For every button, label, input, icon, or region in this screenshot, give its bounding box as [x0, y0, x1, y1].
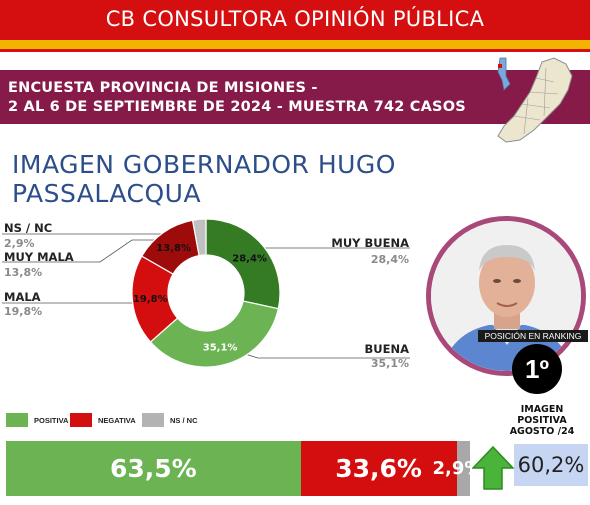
bar-value-label-ns-nc: 2,9% [432, 458, 483, 479]
survey-line-1: ENCUESTA PROVINCIA DE MISIONES - [8, 80, 318, 96]
august-label-line-1: IMAGEN [520, 404, 564, 415]
donut-slice-muy-buena [205, 218, 281, 310]
bar-segment-ns-nc: 2,9% [433, 441, 482, 496]
pct-muy-buena: 28,4% [370, 253, 409, 266]
donut-slice-ns-nc [191, 218, 207, 257]
pct-ns-nc: 2,9% [4, 237, 35, 250]
bar-value-label-negativa: 33,6% [335, 454, 422, 483]
august-label-line-3: AGOSTO /24 [509, 426, 575, 437]
ranking-position-badge: 1º [512, 344, 562, 394]
legend-item-ns-nc: NS / NC [142, 413, 198, 427]
image-donut-chart: 28,4% 35,1% 19,8% 13,8% [131, 218, 281, 368]
ranking-label: POSICIÓN EN RANKING [478, 330, 588, 342]
governor-portrait-icon [431, 221, 581, 371]
survey-line-2: 2 AL 6 DE SEPTIEMBRE DE 2024 - MUESTRA 7… [8, 99, 466, 115]
pct-mala: 19,8% [4, 305, 43, 318]
legend-swatch-ns-nc [142, 413, 164, 427]
misiones-map-icon [497, 57, 573, 143]
governor-photo [426, 216, 586, 376]
label-buena: BUENA [364, 342, 409, 356]
donut-slices [131, 218, 281, 368]
legend-swatch-negativa [70, 413, 92, 427]
bar-segment-positiva: 63,5% [6, 441, 301, 496]
consultora-title: CB CONSULTORA OPINIÓN PÚBLICA [105, 7, 485, 31]
legend-label-ns-nc: NS / NC [170, 415, 198, 425]
bar-segment-negativa: 33,6% [300, 441, 457, 496]
pct-buena: 35,1% [370, 357, 409, 370]
pct-muy-mala: 13,8% [4, 266, 43, 279]
legend-label-negativa: NEGATIVA [98, 415, 136, 425]
august-positive-value: 60,2% [514, 444, 588, 486]
legend-item-negativa: NEGATIVA [70, 413, 136, 427]
donut-labels: 28,4% 35,1% 19,8% 13,8% [133, 243, 267, 354]
label-muy-buena: MUY BUENA [331, 236, 409, 250]
donut-value-label-muy-mala: 13,8% [156, 243, 191, 254]
august-positive-label: IMAGEN POSITIVA AGOSTO /24 [502, 404, 582, 437]
donut-value-label-buena: 35,1% [203, 343, 238, 354]
survey-info-bar: ENCUESTA PROVINCIA DE MISIONES - 2 AL 6 … [0, 70, 590, 124]
august-label-line-2: POSITIVA [517, 415, 567, 426]
legend-label-positiva: POSITIVA [34, 415, 69, 425]
up-arrow-icon [472, 446, 514, 490]
stacked-image-bar: 63,5% 33,6% 2,9% [6, 441, 482, 496]
banner-red-stripe [0, 49, 590, 52]
label-muy-mala: MUY MALA [4, 250, 74, 264]
label-ns-nc: NS / NC [4, 221, 53, 235]
top-banner: CB CONSULTORA OPINIÓN PÚBLICA [0, 0, 590, 40]
legend-swatch-positiva [6, 413, 28, 427]
chart-title: IMAGEN GOBERNADOR HUGO PASSALACQUA [12, 150, 396, 208]
bar-value-label-positiva: 63,5% [109, 454, 197, 483]
leader-muy-mala [2, 239, 162, 263]
donut-slice-buena [149, 300, 280, 368]
label-mala: MALA [4, 290, 41, 304]
legend-item-positiva: POSITIVA [6, 413, 68, 427]
donut-value-label-mala: 19,8% [133, 294, 168, 305]
donut-value-label-muy-buena: 28,4% [232, 253, 267, 264]
banner-gold-stripe [0, 40, 590, 49]
